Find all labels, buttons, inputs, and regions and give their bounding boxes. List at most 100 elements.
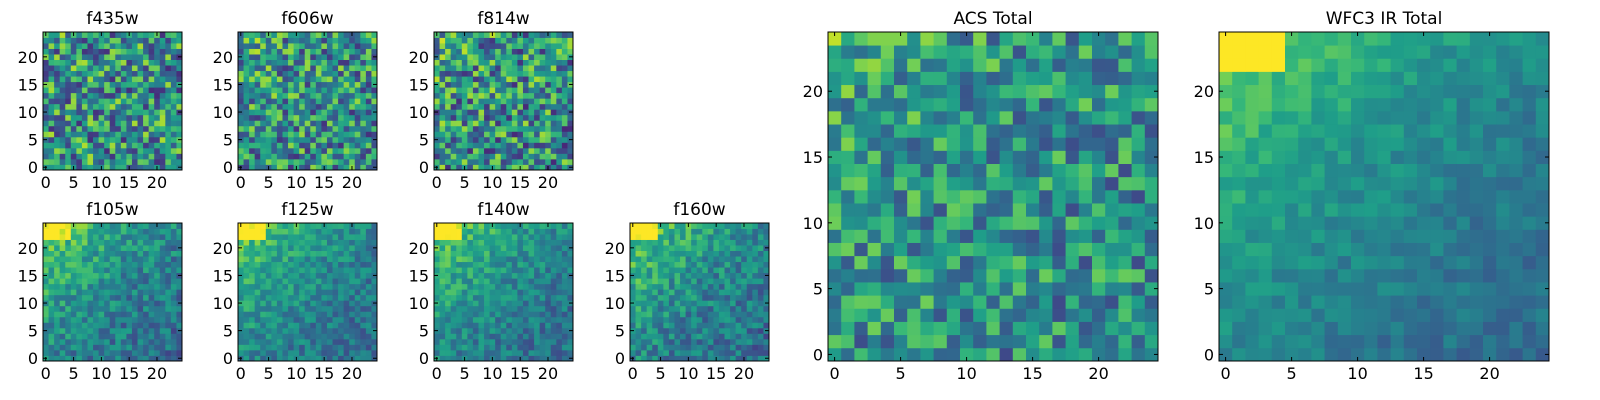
heatmap-cell [439, 54, 446, 60]
heatmap-cell [310, 267, 317, 274]
heatmap-cell [434, 70, 440, 77]
heatmap-cell [65, 125, 72, 132]
heatmap-cell [343, 338, 350, 345]
heatmap-cell [674, 283, 681, 290]
heatmap-cell [484, 32, 490, 38]
heatmap-cell [495, 338, 502, 345]
heatmap-cell [115, 311, 122, 318]
heatmap-cell [148, 333, 155, 340]
heatmap-cell [326, 59, 333, 66]
heatmap-cell [315, 131, 322, 138]
heatmap-cell [371, 76, 378, 83]
heatmap-cell [545, 131, 552, 138]
heatmap-cell [696, 223, 703, 229]
heatmap-cell [126, 239, 133, 246]
heatmap-cell [143, 272, 150, 279]
heatmap-cell [165, 300, 172, 307]
heatmap-cell [238, 261, 244, 268]
heatmap-cell [467, 250, 474, 257]
heatmap-cell [484, 223, 490, 229]
heatmap-cell [293, 250, 300, 257]
heatmap-cell [260, 131, 267, 138]
heatmap-cell [702, 261, 709, 268]
heatmap-cell [691, 349, 698, 356]
heatmap-cell [534, 316, 541, 323]
heatmap-cell [456, 338, 463, 345]
heatmap-cell [461, 278, 468, 285]
heatmap-cell [707, 228, 714, 235]
heatmap-cell [933, 334, 948, 349]
heatmap-cell [478, 278, 485, 285]
heatmap-cell [321, 267, 328, 274]
heatmap-cell [243, 43, 250, 49]
heatmap-cell [439, 272, 446, 279]
heatmap-cell [489, 54, 496, 60]
heatmap-cell [310, 37, 317, 44]
heatmap-cell [260, 164, 267, 171]
heatmap-cell [104, 311, 111, 318]
heatmap-cell [243, 300, 250, 307]
heatmap-cell [495, 228, 502, 235]
heatmap-cell [120, 109, 127, 116]
heatmap-cell [81, 120, 88, 127]
heatmap-cell [254, 32, 261, 38]
heatmap-cell [657, 294, 664, 301]
heatmap-cell [109, 245, 116, 251]
heatmap-cell [828, 189, 842, 204]
heatmap-cell [680, 272, 686, 279]
heatmap-cell [87, 305, 94, 312]
heatmap-cell [894, 216, 908, 230]
heatmap-cell [115, 109, 122, 116]
heatmap-cell [276, 103, 283, 110]
heatmap-cell [724, 283, 731, 290]
x-tick-label: 0 [236, 364, 246, 383]
heatmap-cell [854, 229, 868, 243]
heatmap-cell [104, 294, 111, 301]
heatmap-cell [332, 65, 339, 72]
heatmap-cell [973, 308, 987, 322]
heatmap-cell [265, 333, 272, 340]
heatmap-cell [467, 355, 474, 362]
heatmap-cell [282, 300, 289, 307]
heatmap-cell [1144, 255, 1159, 270]
heatmap-cell [238, 316, 244, 323]
heatmap-cell [467, 267, 474, 274]
heatmap-cell [489, 147, 496, 154]
heatmap-cell [506, 54, 513, 60]
heatmap-cell [763, 294, 770, 301]
y-tick-label: 0 [419, 158, 429, 177]
heatmap-cell [332, 147, 339, 154]
heatmap-cell [265, 283, 272, 290]
heatmap-cell [115, 349, 122, 356]
heatmap-cell [282, 125, 289, 132]
heatmap-cell [445, 125, 452, 132]
heatmap-cell [450, 125, 457, 132]
heatmap-cell [321, 59, 328, 66]
heatmap-cell [321, 239, 328, 246]
heatmap-cell [489, 322, 496, 329]
heatmap-cell [360, 76, 367, 83]
heatmap-cell [539, 158, 546, 165]
heatmap-cell [456, 120, 463, 127]
heatmap-cell [741, 349, 748, 356]
heatmap-cell [59, 338, 66, 345]
heatmap-cell [349, 103, 356, 110]
heatmap-cell [310, 76, 317, 83]
heatmap-cell [137, 120, 144, 127]
heatmap-cell [371, 125, 378, 132]
heatmap-cell [238, 158, 244, 165]
heatmap-cell [243, 261, 250, 268]
heatmap-cell [986, 203, 1000, 217]
heatmap-cell [98, 81, 105, 88]
heatmap-cell [495, 120, 502, 127]
heatmap-cell [746, 250, 753, 257]
y-tick-label: 10 [18, 294, 38, 313]
heatmap-cell [271, 76, 278, 83]
heatmap-cell [450, 294, 457, 301]
heatmap-cell [304, 37, 311, 44]
heatmap-cell [265, 120, 272, 127]
heatmap-cell [1092, 242, 1106, 257]
heatmap-cell [556, 333, 563, 340]
heatmap-cell [511, 114, 518, 121]
heatmap-cell [310, 261, 317, 268]
